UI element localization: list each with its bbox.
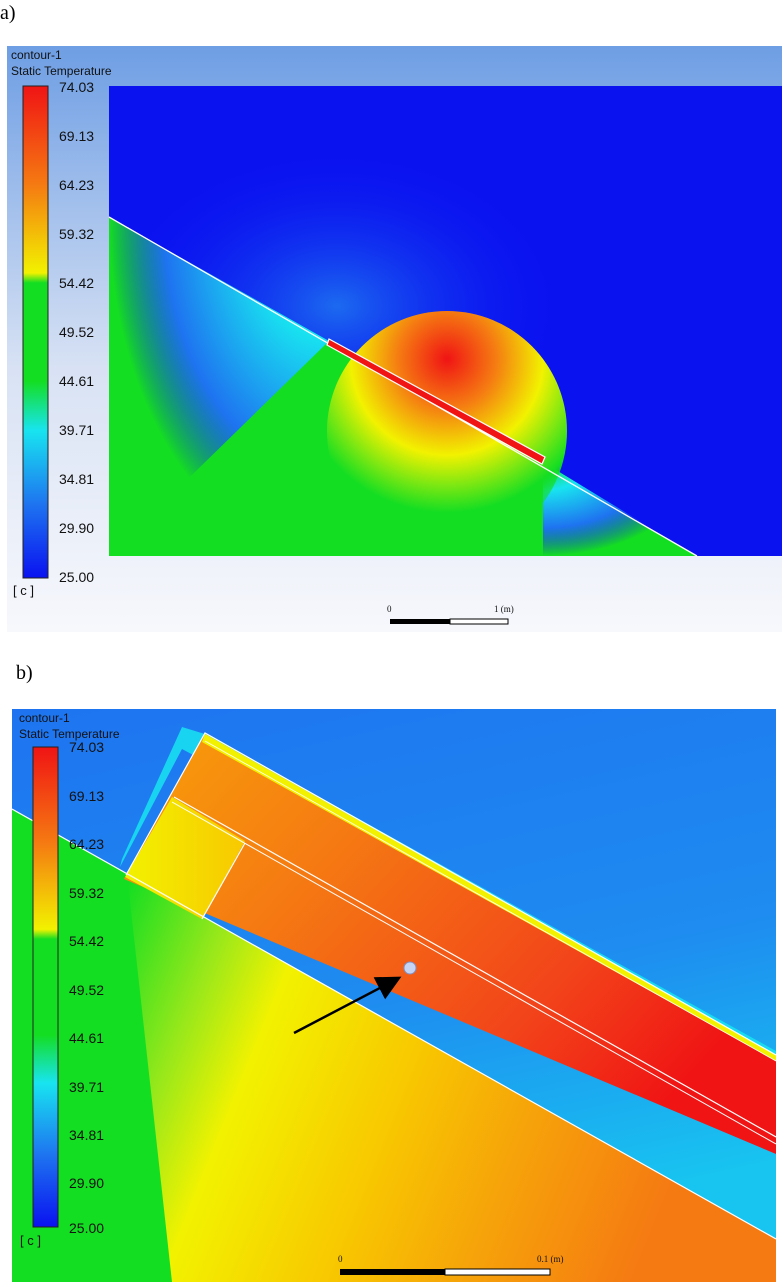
contour-plot-a: contour-1 Static Temperature 74.03 69.13… [7, 46, 782, 632]
colorbar-tick: 59.32 [69, 885, 105, 901]
contour-graphic-b [12, 709, 776, 1282]
contour-plot-b: contour-1 Static Temperature 74.03 69.13… [12, 709, 776, 1282]
colorbar-tick: 54.42 [69, 933, 105, 949]
colorbar-tick: 29.90 [59, 520, 95, 536]
colorbar-tick: 69.13 [59, 128, 95, 144]
variable-name-a: Static Temperature [11, 64, 112, 78]
colorbar-tick: 74.03 [59, 79, 95, 95]
colorbar-tick: 39.71 [59, 422, 95, 438]
panel-label-a: a) [0, 2, 16, 24]
colorbar-tick: 29.90 [69, 1175, 105, 1191]
units-label-b: [ c ] [20, 1233, 41, 1248]
panel-label-b: b) [16, 662, 33, 684]
variable-name-b: Static Temperature [19, 727, 120, 741]
colorbar-tick: 59.32 [59, 226, 95, 242]
contour-graphic-a [7, 46, 782, 632]
contour-name-a: contour-1 [11, 48, 62, 62]
scale-start-b: 0 [338, 1254, 343, 1264]
colorbar-tick: 34.81 [69, 1127, 105, 1143]
contour-name-b: contour-1 [19, 711, 70, 725]
colorbar-tick: 74.03 [69, 739, 105, 755]
colorbar-tick: 69.13 [69, 788, 105, 804]
units-label-a: [ c ] [13, 583, 34, 598]
colorbar-tick: 49.52 [59, 324, 95, 340]
colorbar-tick: 39.71 [69, 1079, 105, 1095]
colorbar-tick: 25.00 [59, 569, 95, 585]
scale-start-a: 0 [387, 604, 392, 614]
colorbar-tick: 34.81 [59, 471, 95, 487]
colorbar-tick: 25.00 [69, 1220, 105, 1236]
colorbar-tick: 49.52 [69, 982, 105, 998]
colorbar-tick: 54.42 [59, 275, 95, 291]
colorbar-tick: 64.23 [59, 177, 95, 193]
scale-end-b: 0.1 (m) [537, 1254, 564, 1264]
colorbar-tick: 64.23 [69, 836, 105, 852]
scale-end-a: 1 (m) [494, 604, 514, 614]
colorbar-tick: 44.61 [69, 1030, 105, 1046]
colorbar-tick: 44.61 [59, 373, 95, 389]
